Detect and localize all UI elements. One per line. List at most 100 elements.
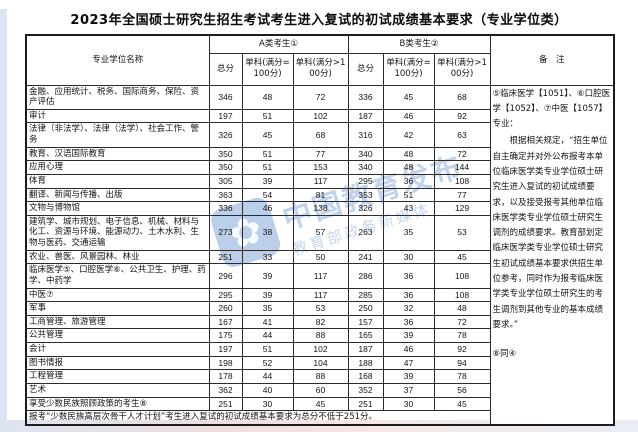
score-a-single-eq100: 39 bbox=[241, 263, 294, 289]
score-b-total: 295 bbox=[347, 173, 384, 189]
col-header-total-a: 总分 bbox=[208, 52, 243, 86]
score-a-total: 363 bbox=[208, 187, 243, 203]
score-b-single-gt100: 129 bbox=[433, 201, 491, 216]
score-b-single-gt100: 78 bbox=[433, 369, 491, 384]
degree-name-cell: 农业、兽医、风景园林、林业 bbox=[25, 249, 210, 265]
degree-name-cell: 中医⑦ bbox=[25, 287, 210, 303]
table-row: 应用心理 350 51 153 340 48 144 bbox=[25, 160, 614, 175]
score-b-total: 187 bbox=[347, 108, 384, 124]
score-a-single-gt100: 53 bbox=[292, 301, 349, 316]
table-row: 审计 197 51 102 187 46 92 bbox=[25, 108, 614, 124]
degree-name-cell: 会计 bbox=[25, 342, 210, 357]
score-a-total: 296 bbox=[208, 263, 243, 289]
score-b-single-eq100: 32 bbox=[382, 301, 435, 316]
degree-name-cell: 军事 bbox=[25, 301, 210, 316]
score-a-total: 198 bbox=[208, 355, 243, 371]
score-b-total: 165 bbox=[347, 328, 384, 343]
remark-cell: ⑤临床医学【1051】、⑥口腔医学【1052】、⑦中医【1057】专业： 根据相关… bbox=[489, 84, 615, 426]
score-a-single-eq100: 30 bbox=[241, 396, 294, 412]
score-b-single-gt100: 108 bbox=[433, 173, 491, 189]
degree-name-cell: 体育 bbox=[25, 173, 210, 189]
score-a-total: 251 bbox=[208, 249, 243, 265]
degree-name-cell: 教育、汉语国际教育 bbox=[25, 146, 210, 162]
score-a-total: 326 bbox=[208, 122, 243, 148]
score-a-single-eq100: 51 bbox=[241, 342, 294, 357]
col-header-single-eq100-b: 单科(满分=100分) bbox=[382, 52, 435, 86]
score-b-single-gt100: 108 bbox=[433, 263, 491, 289]
table-row: 工程管理 178 44 88 168 39 78 bbox=[25, 369, 614, 384]
score-b-single-eq100: 30 bbox=[382, 396, 435, 412]
score-b-single-eq100: 37 bbox=[382, 382, 435, 398]
score-b-total: 188 bbox=[347, 355, 384, 371]
score-a-single-gt100: 88 bbox=[292, 328, 349, 343]
degree-name-cell: 法律（非法学）、法律（法学）、社会工作、警务 bbox=[25, 122, 210, 148]
score-b-total: 340 bbox=[347, 146, 384, 162]
score-b-single-gt100: 78 bbox=[433, 328, 491, 343]
score-b-total: 187 bbox=[347, 342, 384, 357]
score-a-total: 178 bbox=[208, 369, 243, 384]
score-b-total: 336 bbox=[347, 84, 384, 110]
score-b-total: 286 bbox=[347, 263, 384, 289]
col-header-group-b: B类考生② bbox=[347, 34, 491, 54]
table-row: 法律（非法学）、法律（法学）、社会工作、警务 326 45 68 316 42 63 bbox=[25, 122, 614, 148]
page-title: 2023年全国硕士研究生招生考试考生进入复试的初试成绩基本要求（专业学位类） bbox=[70, 13, 568, 28]
score-b-total: 168 bbox=[347, 369, 384, 384]
score-b-total: 352 bbox=[347, 382, 384, 398]
score-a-total: 295 bbox=[208, 287, 243, 303]
score-b-single-gt100: 94 bbox=[433, 355, 491, 371]
score-b-single-gt100: 72 bbox=[433, 146, 491, 162]
score-b-single-eq100: 36 bbox=[382, 314, 435, 330]
score-a-single-eq100: 51 bbox=[241, 146, 294, 162]
table-row: 临床医学⑤、口腔医学⑥、公共卫生、护理、药学、中药学 296 39 117 286 36 1… bbox=[25, 263, 614, 289]
score-a-single-eq100: 54 bbox=[241, 187, 294, 203]
score-a-single-eq100: 45 bbox=[241, 122, 294, 148]
score-a-single-eq100: 33 bbox=[241, 249, 294, 265]
score-b-total: 250 bbox=[347, 301, 384, 316]
degree-name-cell: 建筑学、城市规划、电子信息、机械、材料与化工、资源与环境、能源动力、土木水利、生… bbox=[25, 214, 210, 251]
score-b-single-eq100: 42 bbox=[382, 122, 435, 148]
table-row: 图书情报 198 52 104 188 47 94 bbox=[25, 355, 614, 371]
score-a-single-gt100: 50 bbox=[292, 249, 349, 265]
degree-name-cell: 艺术 bbox=[25, 382, 210, 398]
score-b-single-gt100: 48 bbox=[433, 301, 491, 316]
score-b-single-gt100: 92 bbox=[433, 108, 491, 124]
degree-name-cell: 审计 bbox=[25, 108, 210, 124]
table-row: 工商管理、旅游管理 167 41 82 157 36 72 bbox=[25, 314, 614, 330]
score-a-single-eq100: 51 bbox=[241, 108, 294, 124]
score-b-total: 353 bbox=[347, 187, 384, 203]
score-b-single-eq100: 36 bbox=[382, 287, 435, 303]
degree-name-cell: 金融、应用统计、税务、国际商务、保险、资产评估 bbox=[25, 84, 210, 110]
score-b-single-gt100: 45 bbox=[433, 249, 491, 265]
remark-paragraph: ⑤临床医学【1051】、⑥口腔医学【1052】、⑦中医【1057】专业： bbox=[492, 88, 611, 130]
score-b-total: 316 bbox=[347, 122, 384, 148]
score-b-single-gt100: 56 bbox=[433, 382, 491, 398]
score-a-single-gt100: 60 bbox=[292, 382, 349, 398]
score-a-single-eq100: 48 bbox=[241, 84, 294, 110]
table-row: 农业、兽医、风景园林、林业 251 33 50 241 30 45 bbox=[25, 249, 614, 265]
score-a-single-gt100: 68 bbox=[292, 122, 349, 148]
score-b-single-eq100: 39 bbox=[382, 328, 435, 343]
score-a-single-gt100: 72 bbox=[292, 84, 349, 110]
table-row: 文物与博物馆 336 46 138 326 43 129 bbox=[25, 201, 614, 216]
col-header-remark: 备 注 bbox=[489, 34, 615, 86]
score-a-single-gt100: 77 bbox=[292, 146, 349, 162]
score-a-single-eq100: 35 bbox=[241, 301, 294, 316]
table-row: 公共管理 175 44 88 165 39 78 bbox=[25, 328, 614, 343]
score-b-single-gt100: 68 bbox=[433, 84, 491, 110]
score-a-total: 350 bbox=[208, 160, 243, 175]
score-a-single-eq100: 40 bbox=[241, 382, 294, 398]
score-b-single-gt100: 108 bbox=[433, 287, 491, 303]
degree-name-cell: 工商管理、旅游管理 bbox=[25, 314, 210, 330]
score-b-single-eq100: 36 bbox=[382, 263, 435, 289]
table-row: 享受少数民族照顾政策的考生⑧ 251 30 45 251 30 45 bbox=[25, 396, 614, 412]
degree-name-cell: 临床医学⑤、口腔医学⑥、公共卫生、护理、药学、中药学 bbox=[25, 263, 210, 289]
score-a-total: 167 bbox=[208, 314, 243, 330]
score-b-single-eq100: 48 bbox=[382, 146, 435, 162]
score-b-total: 251 bbox=[347, 396, 384, 412]
score-b-total: 241 bbox=[347, 249, 384, 265]
score-a-single-gt100: 117 bbox=[292, 287, 349, 303]
score-b-single-gt100: 72 bbox=[433, 314, 491, 330]
score-b-single-gt100: 92 bbox=[433, 342, 491, 357]
score-a-single-gt100: 138 bbox=[292, 201, 349, 216]
score-a-total: 273 bbox=[208, 214, 243, 251]
